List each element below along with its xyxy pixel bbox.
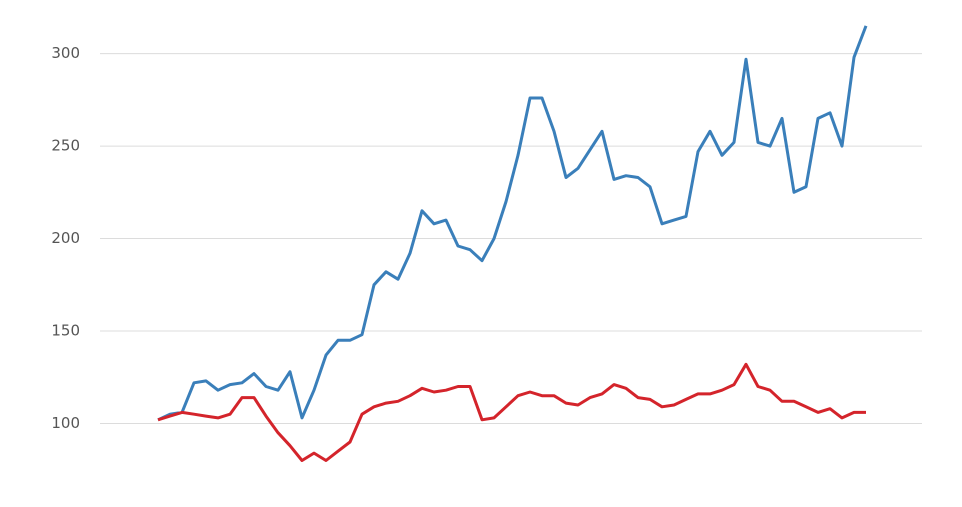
y-tick-label: 100 xyxy=(51,414,80,432)
line-series xyxy=(157,362,866,462)
y-tick-label: 300 xyxy=(51,44,80,62)
y-tick-label: 250 xyxy=(51,137,80,155)
line-series xyxy=(157,25,868,422)
y-tick-label: 150 xyxy=(51,322,80,340)
y-tick-label: 200 xyxy=(51,229,80,247)
